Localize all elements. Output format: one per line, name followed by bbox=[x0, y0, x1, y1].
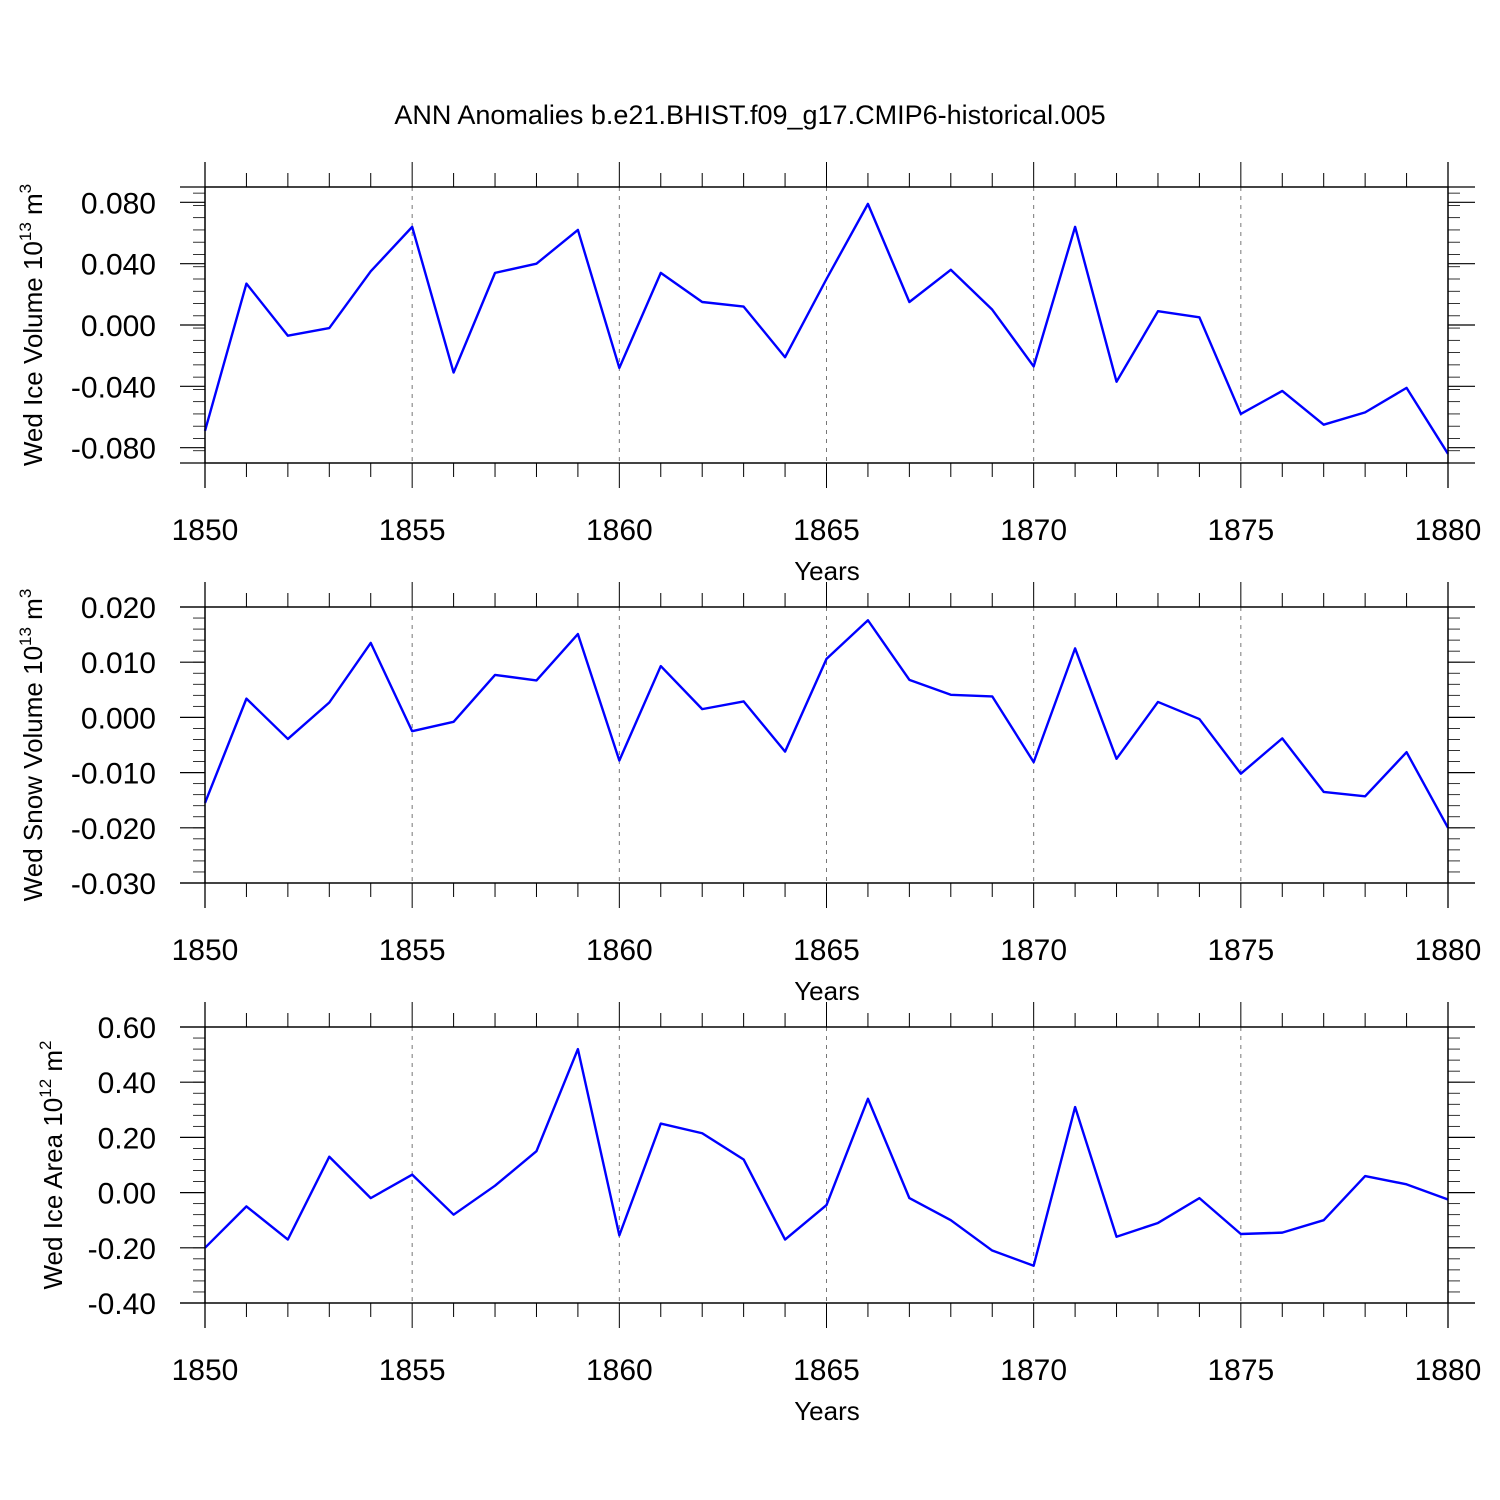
panel-ice-area: -0.40-0.200.000.200.400.60 1850 1855 1860 1… bbox=[36, 1002, 1481, 1426]
x-tick-label: 1850 bbox=[172, 514, 239, 547]
x-axis-title: Years bbox=[794, 1396, 860, 1426]
x-tick-label: 1865 bbox=[793, 514, 860, 547]
y-tick-label: 0.40 bbox=[98, 1067, 156, 1100]
x-tick-labels: 1850 1855 1860 1865 1870 1875 1880 bbox=[172, 1354, 1482, 1387]
y-tick-label: -0.080 bbox=[71, 433, 156, 466]
panel-ice-volume: -0.080 -0.040 0.000 0.040 0.080 1850 1855 1860… bbox=[16, 162, 1481, 586]
data-series bbox=[204, 1047, 1449, 1267]
x-axis-title: Years bbox=[794, 976, 860, 1006]
x-tick-label: 1875 bbox=[1207, 934, 1274, 967]
x-tick-label: 1880 bbox=[1415, 934, 1482, 967]
y-tick-labels: -0.40 -0.20 0.00 0.20 0.40 0.60 bbox=[88, 1012, 156, 1321]
x-tick-label: 1880 bbox=[1415, 514, 1482, 547]
x-tick-label: 1870 bbox=[1000, 1354, 1067, 1387]
y-tick-labels: -0.080 -0.040 0.000 0.040 0.080 bbox=[71, 187, 156, 465]
x-tick-label: 1875 bbox=[1207, 514, 1274, 547]
x-tick-label: 1880 bbox=[1415, 1354, 1482, 1387]
y-tick-label: 0.00 bbox=[98, 1178, 156, 1211]
y-tick-label: 0.60 bbox=[98, 1012, 156, 1045]
x-tick-label: 1855 bbox=[379, 1354, 446, 1387]
plot-frame bbox=[204, 186, 1449, 464]
y-tick-label: 0.20 bbox=[98, 1122, 156, 1155]
y-tick-label: -0.40 bbox=[88, 1288, 156, 1321]
x-tick-label: 1870 bbox=[1000, 934, 1067, 967]
x-tick-label: 1865 bbox=[793, 934, 860, 967]
x-gridlines bbox=[411, 607, 1242, 883]
y-axis-title: Wed Snow Volume 1013 m3 bbox=[16, 589, 48, 902]
y-tick-label: 0.010 bbox=[81, 647, 156, 680]
x-tick-label: 1875 bbox=[1207, 1354, 1274, 1387]
y-tick-labels: -0.030 -0.020 -0.010 0.000 0.010 0.020 bbox=[71, 592, 156, 901]
y-tick-label: 0.020 bbox=[81, 592, 156, 625]
x-tick-labels: 1850 1855 1860 1865 1870 1875 1880 bbox=[172, 514, 1482, 547]
y-tick-label: 0.000 bbox=[81, 702, 156, 735]
x-tick-label: 1850 bbox=[172, 934, 239, 967]
plot-frame bbox=[204, 606, 1449, 884]
x-tick-label: 1860 bbox=[586, 514, 653, 547]
x-tick-label: 1860 bbox=[586, 934, 653, 967]
y-axis-title: Wed Ice Volume 1013 m3 bbox=[16, 184, 48, 466]
x-tick-label: 1870 bbox=[1000, 514, 1067, 547]
y-tick-label: 0.080 bbox=[81, 187, 156, 220]
y-tick-label: -0.20 bbox=[88, 1233, 156, 1266]
x-axis-title: Years bbox=[794, 556, 860, 586]
x-tick-label: 1850 bbox=[172, 1354, 239, 1387]
x-gridlines bbox=[411, 187, 1242, 463]
y-tick-label: -0.040 bbox=[71, 371, 156, 404]
x-tick-labels: 1850 1855 1860 1865 1870 1875 1880 bbox=[172, 934, 1482, 967]
y-tick-label: -0.010 bbox=[71, 758, 156, 791]
y-tick-label: -0.020 bbox=[71, 813, 156, 846]
x-tick-label: 1865 bbox=[793, 1354, 860, 1387]
y-tick-label: 0.000 bbox=[81, 310, 156, 343]
y-tick-label: -0.030 bbox=[71, 868, 156, 901]
y-axis-title: Wed Ice Area 1012 m2 bbox=[36, 1040, 68, 1289]
x-gridlines bbox=[411, 1027, 1242, 1303]
y-minor-ticks bbox=[193, 192, 1460, 464]
x-tick-label: 1855 bbox=[379, 514, 446, 547]
figure-title: ANN Anomalies b.e21.BHIST.f09_g17.CMIP6-… bbox=[394, 100, 1105, 130]
plot-frame bbox=[204, 1026, 1449, 1304]
x-tick-label: 1860 bbox=[586, 1354, 653, 1387]
x-tick-label: 1855 bbox=[379, 934, 446, 967]
y-tick-label: 0.040 bbox=[81, 249, 156, 282]
